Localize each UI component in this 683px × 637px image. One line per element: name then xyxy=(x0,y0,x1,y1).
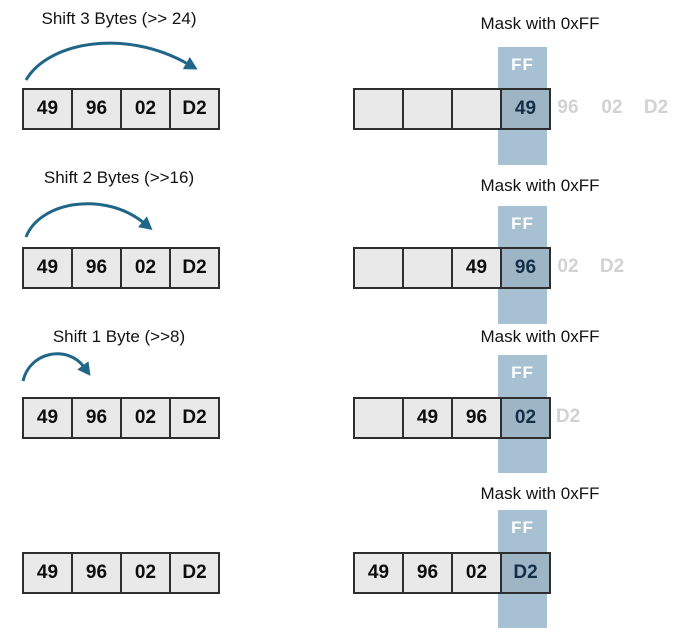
result-byte-array: 49 96 xyxy=(353,247,551,289)
masked-byte-cell: 02 xyxy=(502,399,549,437)
shift-label: Shift 3 Bytes (>> 24) xyxy=(41,9,197,28)
byte-cell: 02 xyxy=(453,554,502,592)
shift-label: Shift 1 Byte (>>8) xyxy=(52,327,186,346)
shift-row-2bytes: Shift 2 Bytes (>>16) 49 96 02 D2 Mask wi… xyxy=(0,159,683,324)
mask-label: Mask with 0xFF xyxy=(480,327,600,346)
result-byte-array: 49 96 02 D2 xyxy=(353,552,551,594)
byte-cell: D2 xyxy=(171,90,218,128)
mask-value-label: FF xyxy=(511,363,534,382)
byte-cell-empty xyxy=(355,90,404,128)
source-byte-array: 49 96 02 D2 xyxy=(22,552,220,594)
byte-cell: 96 xyxy=(404,554,453,592)
shift-label: Shift 2 Bytes (>>16) xyxy=(43,168,195,187)
byte-cell-empty xyxy=(355,249,404,287)
shift-arrow-icon xyxy=(24,41,198,81)
byte-cell: 49 xyxy=(453,249,502,287)
byte-cell: 02 xyxy=(122,249,171,287)
shift-row-none: 49 96 02 D2 Mask with 0xFF FF 49 96 02 D… xyxy=(0,468,683,637)
byte-cell: 96 xyxy=(73,399,122,437)
byte-cell: 49 xyxy=(24,90,73,128)
mask-value-label: FF xyxy=(511,518,534,537)
byte-cell: 02 xyxy=(122,554,171,592)
mask-value-label: FF xyxy=(511,55,534,74)
mask-label: Mask with 0xFF xyxy=(480,484,600,503)
byte-cell: 96 xyxy=(73,554,122,592)
byte-cell-empty xyxy=(404,90,453,128)
byte-cell: D2 xyxy=(171,399,218,437)
source-byte-array: 49 96 02 D2 xyxy=(22,397,220,439)
shift-row-1byte: Shift 1 Byte (>>8) 49 96 02 D2 Mask with… xyxy=(0,313,683,473)
byte-cell: 96 xyxy=(453,399,502,437)
shifted-out-byte: D2 xyxy=(643,97,669,118)
shift-arrow-icon xyxy=(24,202,153,238)
mask-label: Mask with 0xFF xyxy=(480,176,600,195)
byte-cell: 49 xyxy=(404,399,453,437)
source-byte-array: 49 96 02 D2 xyxy=(22,247,220,289)
masked-byte-cell: D2 xyxy=(502,554,549,592)
shifted-out-byte: D2 xyxy=(599,256,625,277)
source-byte-array: 49 96 02 D2 xyxy=(22,88,220,130)
byte-cell-empty xyxy=(453,90,502,128)
byte-cell: 02 xyxy=(122,399,171,437)
byte-cell: 96 xyxy=(73,90,122,128)
result-byte-array: 49 xyxy=(353,88,551,130)
byte-cell: 02 xyxy=(122,90,171,128)
byte-cell: 49 xyxy=(24,249,73,287)
shift-row-3bytes: Shift 3 Bytes (>> 24) 49 96 02 D2 Mask w… xyxy=(0,0,683,165)
masked-byte-cell: 96 xyxy=(502,249,549,287)
byte-cell: 96 xyxy=(73,249,122,287)
byte-cell-empty xyxy=(404,249,453,287)
byte-cell: 49 xyxy=(24,399,73,437)
shifted-out-byte: D2 xyxy=(555,406,581,427)
byte-cell: D2 xyxy=(171,249,218,287)
byte-cell: D2 xyxy=(171,554,218,592)
byte-cell: 49 xyxy=(24,554,73,592)
shifted-out-byte: 02 xyxy=(601,97,623,118)
byte-cell-empty xyxy=(355,399,404,437)
mask-label: Mask with 0xFF xyxy=(480,14,600,33)
shifted-out-byte: 96 xyxy=(557,97,579,118)
shifted-out-byte: 02 xyxy=(557,256,579,277)
byte-cell: 49 xyxy=(355,554,404,592)
shift-arrow-icon xyxy=(21,352,91,382)
mask-value-label: FF xyxy=(511,214,534,233)
masked-byte-cell: 49 xyxy=(502,90,549,128)
result-byte-array: 49 96 02 xyxy=(353,397,551,439)
